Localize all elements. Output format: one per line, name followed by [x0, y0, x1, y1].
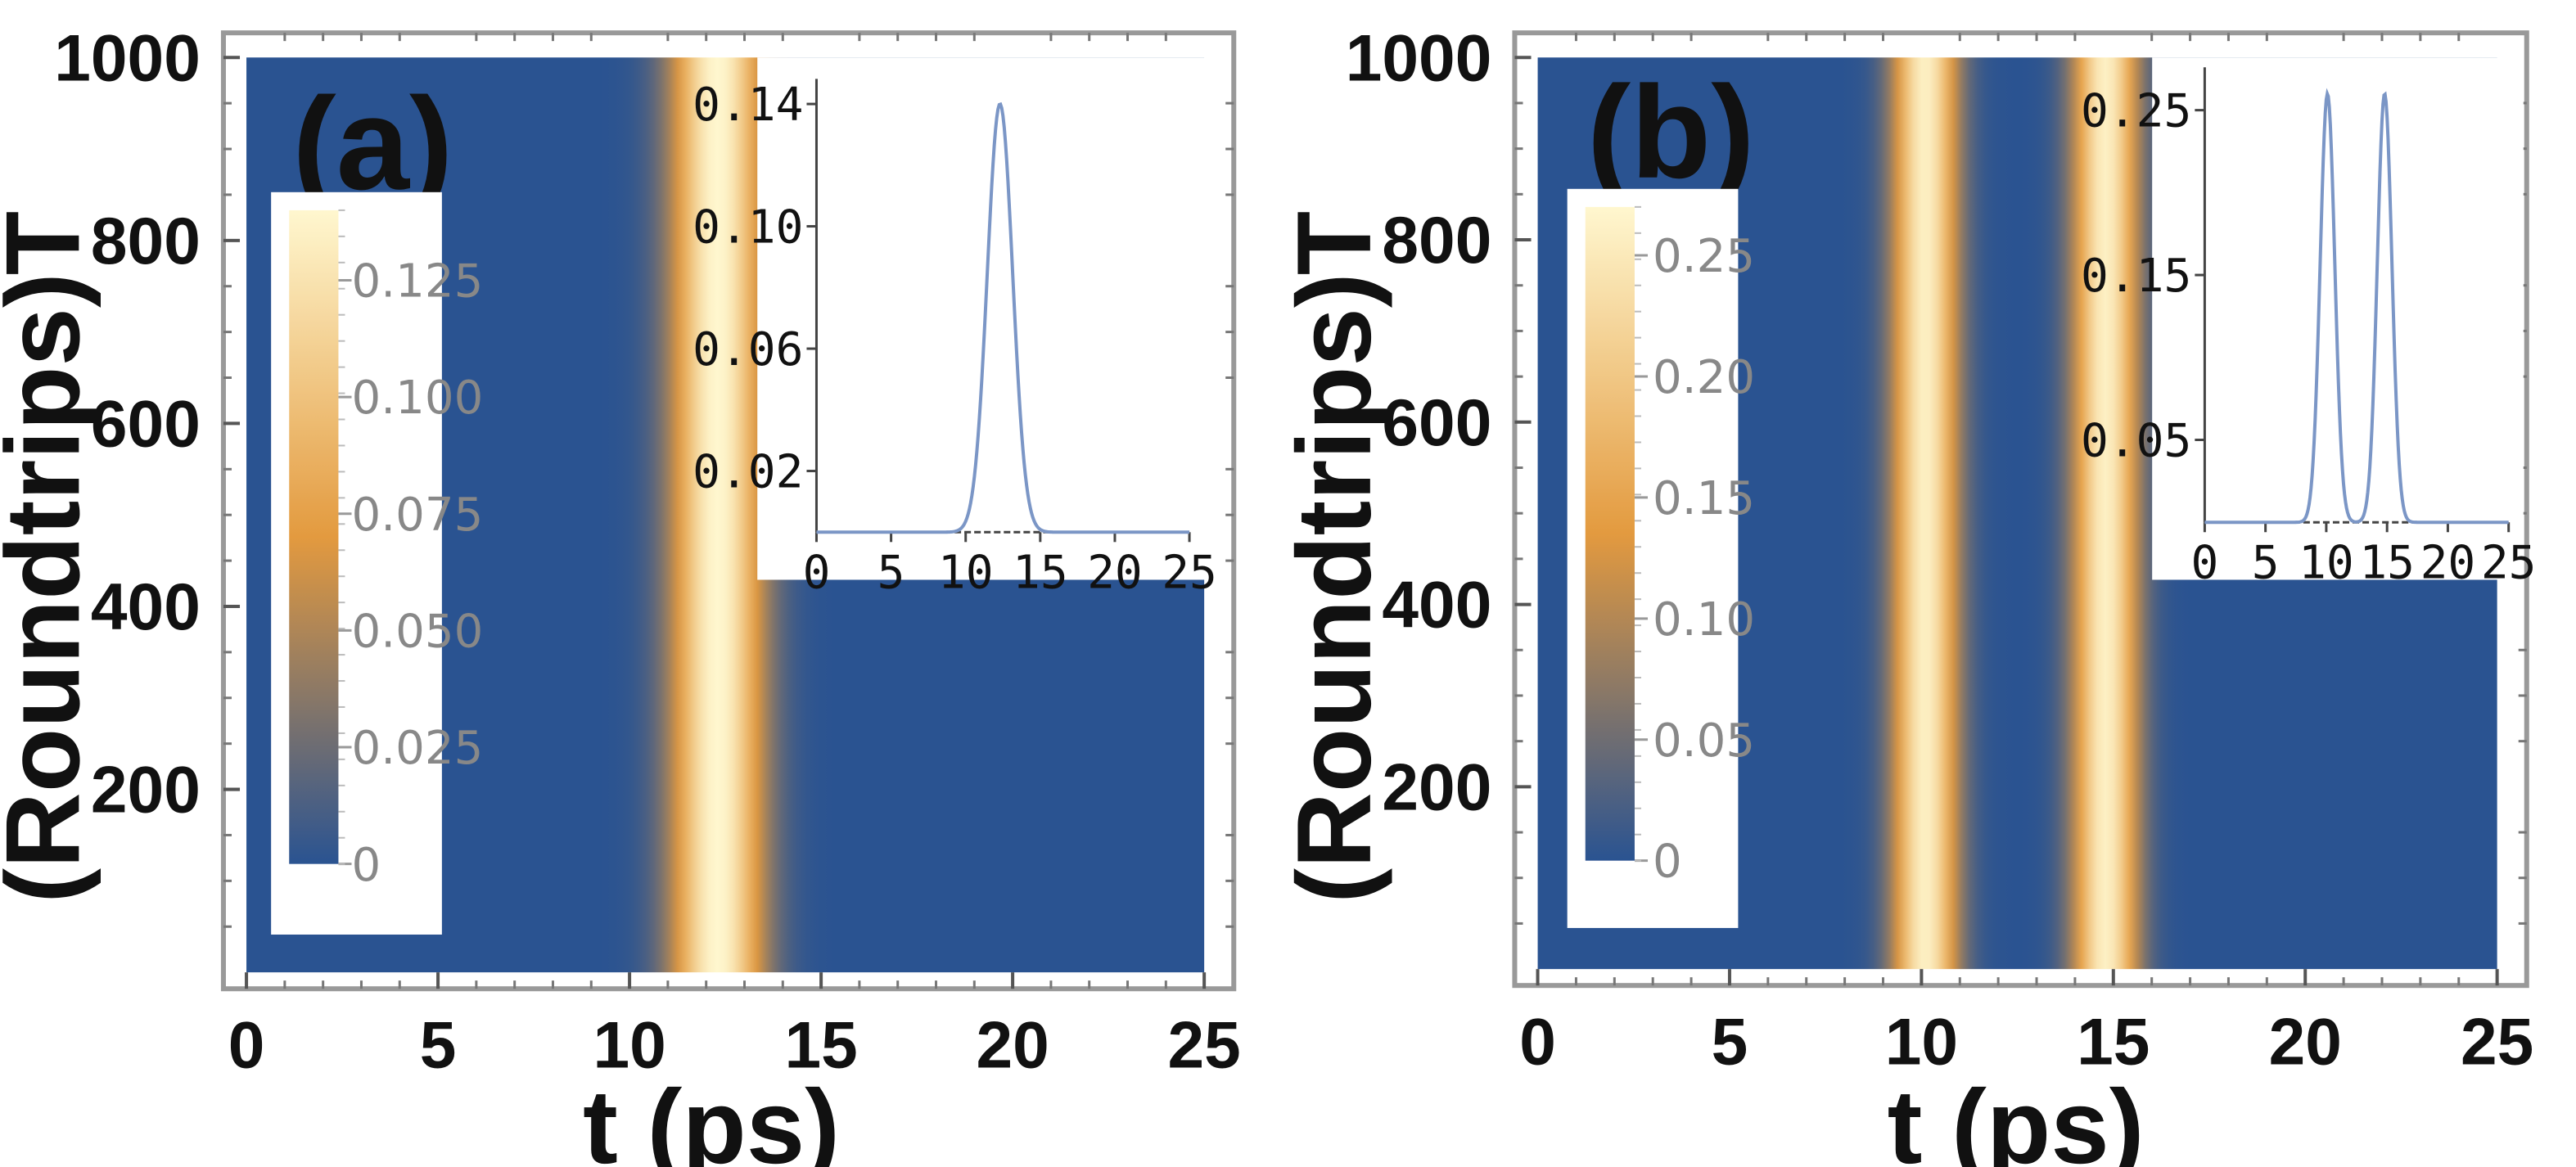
inset-x-tick-label: 5 — [2252, 536, 2280, 589]
y-axis-title-line1: T — [1276, 211, 1393, 275]
y-axis-title-line1: T — [0, 211, 102, 275]
inset-x-tick-label: 10 — [938, 547, 994, 600]
y-tick-label: 1000 — [54, 21, 201, 95]
x-axis-title: t (ps) — [1888, 1069, 2145, 1167]
colorbar-tick-label: 0.100 — [351, 372, 483, 425]
x-tick-label: 15 — [2077, 1006, 2150, 1079]
inset-y-tick-label: 0.05 — [2081, 415, 2191, 468]
inset-y-tick-label: 0.02 — [692, 446, 803, 499]
y-tick-label: 400 — [1382, 569, 1491, 642]
inset-y-tick-label: 0.25 — [2081, 85, 2191, 138]
colorbar-tick-label: 0.20 — [1653, 351, 1755, 404]
y-tick-label: 200 — [91, 754, 201, 827]
y-tick-label: 800 — [1382, 204, 1491, 277]
colorbar-tick-label: 0.075 — [351, 489, 483, 542]
x-tick-label: 25 — [2461, 1006, 2533, 1079]
y-tick-label: 200 — [1382, 750, 1491, 824]
inset-background — [757, 57, 1210, 580]
colorbar-tick-label: 0 — [351, 839, 381, 892]
inset-x-tick-label: 20 — [2420, 536, 2476, 589]
inset-x-tick-label: 0 — [2190, 536, 2218, 589]
colorbar: 0 0.025 0.050 0.075 0.100 0.125 — [271, 191, 483, 935]
inset-y-tick-label: 0.14 — [692, 79, 803, 132]
inset-profile-line — [2204, 88, 2509, 525]
inset-x-tick-label: 20 — [1087, 547, 1143, 600]
x-tick-label: 10 — [593, 1009, 665, 1083]
x-axis-ticks: 0 5 10 15 20 25 — [228, 33, 1241, 1083]
x-tick-label: 0 — [1519, 1006, 1556, 1079]
inset-y-tick-label: 0.06 — [692, 323, 803, 376]
y-tick-label: 600 — [91, 388, 201, 462]
y-axis-title-line2: (Roundtrips) — [1276, 273, 1393, 903]
inset-profile-line — [816, 101, 1190, 534]
inset-x-tick-label: 5 — [877, 547, 905, 600]
colorbar-tick-label: 0.10 — [1653, 593, 1755, 647]
colorbar-tick-label: 0.05 — [1653, 714, 1755, 768]
x-tick-label: 10 — [1885, 1006, 1958, 1079]
x-tick-label: 25 — [1167, 1009, 1240, 1083]
colorbar-tick-label: 0.15 — [1653, 472, 1755, 525]
colorbar-tick-label: 0.25 — [1653, 230, 1755, 283]
colorbar: 0 0.05 0.10 0.15 0.20 0.25 — [1567, 188, 1755, 928]
inset-x-tick-label: 15 — [1013, 547, 1068, 600]
inset-x-tick-label: 0 — [803, 547, 831, 600]
x-tick-label: 0 — [228, 1009, 265, 1083]
colorbar-tick-label: 0.025 — [351, 722, 483, 775]
x-tick-label: 20 — [976, 1009, 1049, 1083]
y-tick-label: 1000 — [1346, 21, 1492, 95]
inset-profile-plot: 0 5 10 15 20 25 0.02 0.06 0.10 0.14 — [692, 57, 1217, 600]
colorbar-tick-label: 0.050 — [351, 605, 483, 658]
colorbar-gradient — [1585, 206, 1635, 861]
inset-x-tick-label: 10 — [2299, 536, 2354, 589]
inset-x-tick-label: 15 — [2359, 536, 2415, 589]
panel-label: (b) — [1587, 60, 1755, 206]
inset-y-tick-label: 0.15 — [2081, 250, 2191, 303]
inset-profile-plot: 0 5 10 15 20 25 0.05 0.15 0.25 — [2081, 57, 2537, 589]
y-tick-label: 400 — [91, 570, 201, 644]
x-tick-label: 15 — [784, 1009, 857, 1083]
inset-y-tick-label: 0.10 — [692, 201, 803, 255]
colorbar-gradient — [289, 210, 339, 864]
y-axis-title-line2: (Roundtrips) — [0, 273, 102, 903]
x-tick-label: 5 — [1712, 1006, 1748, 1079]
x-axis-title: t (ps) — [583, 1069, 840, 1167]
inset-x-tick-label: 25 — [1162, 547, 1217, 600]
x-tick-label: 5 — [420, 1009, 457, 1083]
y-tick-label: 800 — [91, 205, 201, 278]
x-tick-label: 20 — [2269, 1006, 2342, 1079]
x-axis-ticks: 0 5 10 15 20 25 — [1519, 33, 2533, 1079]
colorbar-tick-label: 0.125 — [351, 255, 483, 309]
colorbar-tick-label: 0 — [1653, 836, 1682, 889]
y-tick-label: 600 — [1382, 386, 1491, 460]
inset-x-tick-label: 25 — [2481, 536, 2537, 589]
